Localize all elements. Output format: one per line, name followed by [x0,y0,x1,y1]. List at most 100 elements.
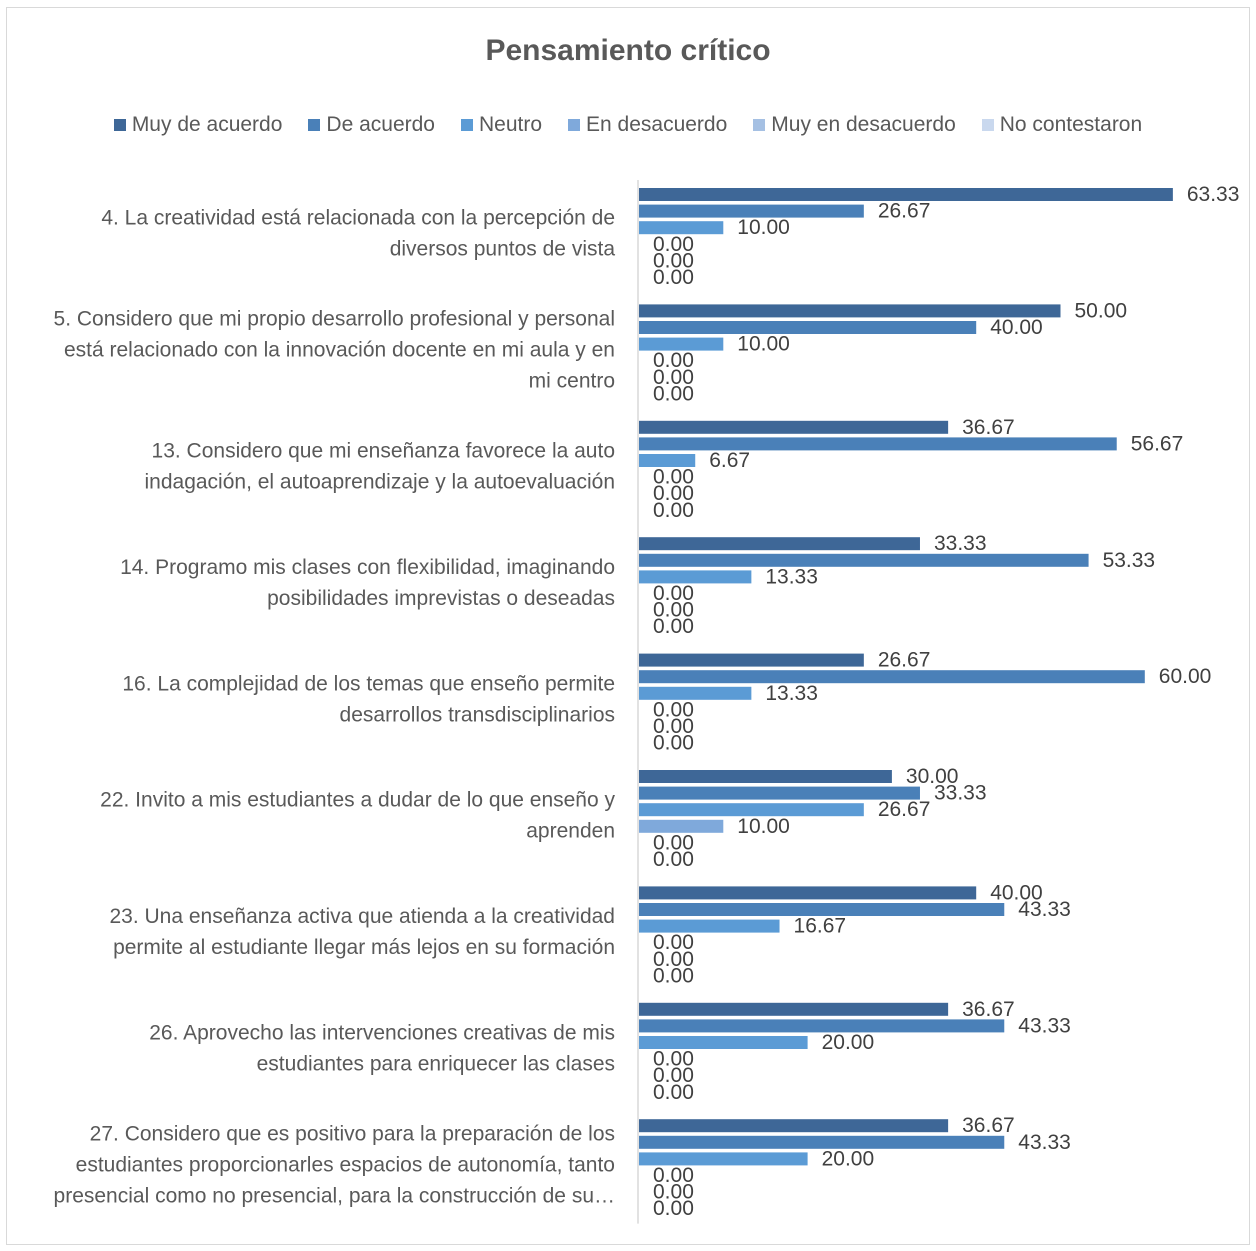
data-label: 43.33 [1018,898,1071,921]
category-label: 14. Programo mis clases con flexibilidad… [120,555,615,609]
chart-title: Pensamiento crítico [485,34,771,67]
data-label: 0.00 [653,964,694,987]
bar [639,437,1117,451]
data-label: 0.00 [653,266,694,289]
data-label: 13.33 [765,565,818,588]
category-label-line: permite al estudiante llegar más lejos e… [113,936,615,959]
data-label: 0.00 [653,1197,694,1220]
data-label: 13.33 [765,682,818,705]
category-label: 16. La complejidad de los temas que ense… [122,672,615,726]
bar [639,304,1061,318]
category-label-line: estudiantes para enriquecer las clases [257,1052,615,1075]
category-label-line: 16. La complejidad de los temas que ense… [122,672,615,695]
data-label: 0.00 [653,599,694,622]
data-label: 36.67 [962,416,1015,439]
category-label-line: 23. Una enseñanza activa que atienda a l… [109,905,615,928]
bar [639,1019,1005,1033]
legend-item: Muy de acuerdo [113,113,283,137]
category-label: 5. Considero que mi propio desarrollo pr… [54,307,615,392]
legend-item: De acuerdo [308,113,435,137]
chart-frame [6,7,1250,1245]
data-label: 0.00 [653,582,694,605]
category-label: 4. La creatividad está relacionada con l… [101,206,615,260]
data-label: 56.67 [1131,432,1184,455]
bar [639,786,920,800]
data-label: 20.00 [822,1147,875,1170]
category-label-line: diversos puntos de vista [390,237,616,260]
bar [639,204,864,218]
data-label: 53.33 [1103,549,1156,572]
data-label: 50.00 [1075,299,1128,322]
category-label: 26. Aprovecho las intervenciones creativ… [149,1021,615,1075]
data-label: 33.33 [934,532,987,555]
category-label-line: posibilidades imprevistas o deseadas [267,586,615,609]
data-label: 60.00 [1159,665,1212,688]
category-label-line: mi centro [529,369,615,392]
category-label-line: aprenden [526,819,615,842]
legend-swatch [753,119,766,131]
legend-item: Muy en desacuerdo [753,113,956,137]
bar [639,1152,808,1166]
bar [639,337,724,351]
data-label: 0.00 [653,482,694,505]
data-label: 0.00 [653,848,694,871]
legend-item: En desacuerdo [568,113,727,137]
bar [639,454,696,467]
data-label: 26.67 [878,649,931,672]
data-label: 0.00 [653,1048,694,1071]
data-label: 30.00 [906,765,959,788]
category-label-line: desarrollos transdisciplinarios [340,703,615,726]
bar [639,686,752,700]
bar [639,1135,1005,1149]
data-label: 0.00 [653,1164,694,1187]
data-label: 0.00 [653,732,694,755]
bar [639,188,1173,201]
legend-item: Neutro [460,113,543,137]
data-label: 0.00 [653,948,694,971]
bar [639,420,949,434]
data-label: 0.00 [653,1064,694,1087]
bar [639,1002,949,1016]
data-label: 10.00 [737,815,790,838]
legend-label: De acuerdo [326,113,435,136]
legend-label: Muy de acuerdo [131,113,283,136]
legend-item: No contestaron [981,113,1143,137]
category-label-line: 14. Programo mis clases con flexibilidad… [120,555,615,578]
data-label: 43.33 [1018,1014,1071,1037]
data-label: 6.67 [709,449,750,472]
category-label: 23. Una enseñanza activa que atienda a l… [109,905,615,959]
legend-label: Neutro [478,113,543,136]
category-label-line: está relacionado con la innovación docen… [64,338,615,361]
legend-label: Muy en desacuerdo [771,113,956,136]
legend-swatch [308,119,321,131]
data-label: 40.00 [990,316,1043,339]
bar [639,321,977,334]
data-label: 36.67 [962,998,1015,1021]
category-label-line: 4. La creatividad está relacionada con l… [101,206,615,229]
category-label: 27. Considero que es positivo para la pr… [54,1122,615,1207]
data-label: 26.67 [878,200,931,223]
category-label: 13. Considero que mi enseñanza favorece … [144,439,615,493]
data-label: 0.00 [653,1081,694,1104]
data-label: 33.33 [934,782,987,805]
category-label-line: 27. Considero que es positivo para la pr… [90,1122,615,1145]
legend-label: No contestaron [999,113,1143,136]
data-label: 0.00 [653,466,694,489]
category-label-line: presencial como no presencial, para la c… [54,1184,615,1207]
data-label: 10.00 [737,333,790,356]
bar [639,770,892,783]
category-label-line: 13. Considero que mi enseñanza favorece … [152,439,615,462]
data-label: 20.00 [822,1031,875,1054]
data-label: 63.33 [1187,183,1240,206]
data-label: 26.67 [878,798,931,821]
bar [639,903,1005,916]
bar [639,221,724,235]
category-label-line: 22. Invito a mis estudiantes a dudar de … [100,788,615,811]
bar [639,537,920,551]
legend-label: En desacuerdo [586,113,728,136]
data-label: 0.00 [653,615,694,638]
data-label: 0.00 [653,382,694,405]
chart-legend: Muy de acuerdo De acuerdo Neutro En desacue… [0,110,1256,140]
bar [639,653,864,667]
data-label: 0.00 [653,233,694,256]
